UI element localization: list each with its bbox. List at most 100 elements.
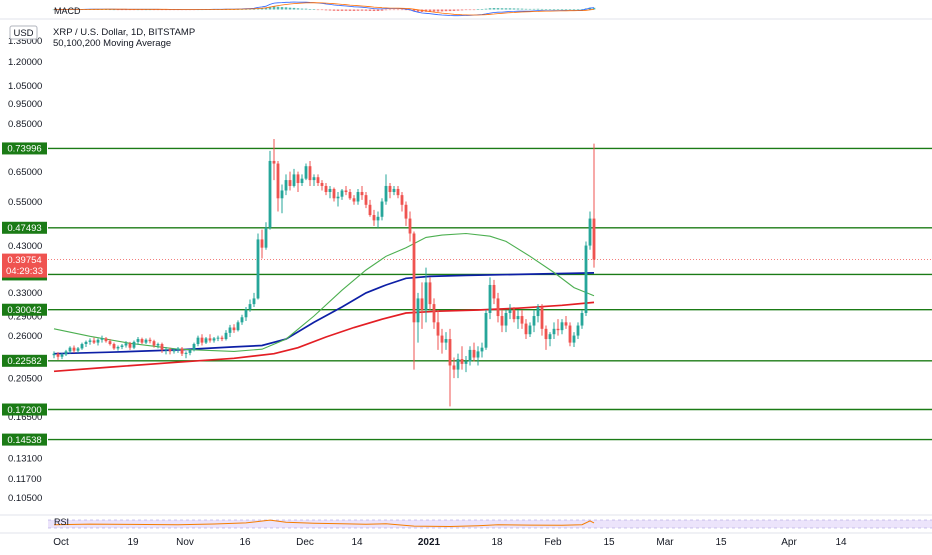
candle-2020-11-03[interactable] xyxy=(184,351,188,359)
candle-2021-01-12[interactable] xyxy=(464,355,468,373)
candle-2020-12-19[interactable] xyxy=(368,199,372,217)
candle-2020-10-10[interactable] xyxy=(88,338,92,345)
candle-2021-01-22[interactable] xyxy=(504,309,508,333)
candle-2020-11-22[interactable] xyxy=(260,229,264,259)
candle-2021-01-08[interactable] xyxy=(448,328,452,407)
candle-2020-10-07[interactable] xyxy=(76,346,80,353)
candle-2021-02-10[interactable] xyxy=(580,309,584,329)
candle-2020-10-17[interactable] xyxy=(116,345,120,351)
candle-2020-12-26[interactable] xyxy=(396,185,400,199)
candle-2021-01-02[interactable] xyxy=(424,267,428,323)
candle-2020-10-25[interactable] xyxy=(148,337,152,344)
candle-2021-01-10[interactable] xyxy=(456,353,460,379)
candle-2021-01-09[interactable] xyxy=(452,357,456,379)
candle-2021-01-24[interactable] xyxy=(512,307,516,323)
currency-button[interactable]: USD xyxy=(9,25,38,40)
candle-2020-12-02[interactable] xyxy=(300,174,304,186)
candle-2020-11-30[interactable] xyxy=(292,168,296,188)
candle-2020-10-22[interactable] xyxy=(136,336,140,345)
candle-2021-01-07[interactable] xyxy=(444,332,448,350)
candle-2020-10-06[interactable] xyxy=(72,345,76,353)
candle-2020-10-19[interactable] xyxy=(124,341,128,348)
candle-2020-12-08[interactable] xyxy=(324,182,328,196)
candle-2020-11-12[interactable] xyxy=(220,335,224,342)
candle-2021-01-25[interactable] xyxy=(516,309,520,329)
candle-2021-02-04[interactable] xyxy=(556,319,560,336)
candle-2020-12-16[interactable] xyxy=(356,188,360,205)
candle-2020-10-15[interactable] xyxy=(108,339,112,346)
candle-2020-10-04[interactable] xyxy=(64,349,68,356)
candle-2021-01-21[interactable] xyxy=(500,309,504,333)
candle-2020-10-29[interactable] xyxy=(164,346,168,355)
candle-2020-11-01[interactable] xyxy=(176,346,180,353)
rsi-line[interactable] xyxy=(53,519,595,528)
candle-2020-12-25[interactable] xyxy=(392,185,396,196)
candle-2020-10-08[interactable] xyxy=(80,342,84,350)
candle-2020-11-25[interactable] xyxy=(272,139,276,181)
candle-2020-11-28[interactable] xyxy=(284,174,288,196)
candle-2020-11-21[interactable] xyxy=(256,233,260,300)
candle-2020-11-05[interactable] xyxy=(192,342,196,352)
candle-2020-11-15[interactable] xyxy=(232,324,236,333)
candle-2020-12-27[interactable] xyxy=(400,192,404,212)
candle-2020-11-02[interactable] xyxy=(180,346,184,356)
candle-2021-02-13[interactable] xyxy=(592,143,596,268)
candle-2020-10-16[interactable] xyxy=(112,342,116,350)
candle-2020-12-20[interactable] xyxy=(372,209,376,226)
candle-2020-12-28[interactable] xyxy=(404,201,408,226)
candle-2020-11-10[interactable] xyxy=(212,336,216,343)
candle-2020-12-11[interactable] xyxy=(336,192,340,207)
candle-2020-10-24[interactable] xyxy=(144,338,148,345)
candle-2021-01-28[interactable] xyxy=(528,322,532,337)
candle-2020-12-17[interactable] xyxy=(360,185,364,200)
candle-2020-10-11[interactable] xyxy=(92,337,96,345)
candle-2021-01-27[interactable] xyxy=(524,319,528,340)
candle-2021-02-05[interactable] xyxy=(560,319,564,335)
candle-2021-01-29[interactable] xyxy=(532,309,536,333)
candle-2020-12-22[interactable] xyxy=(380,198,384,221)
candle-2020-11-14[interactable] xyxy=(228,324,232,337)
candle-2020-12-05[interactable] xyxy=(312,174,316,186)
candle-2020-11-07[interactable] xyxy=(200,334,204,346)
candle-2021-01-17[interactable] xyxy=(484,309,488,350)
candle-2021-01-18[interactable] xyxy=(488,277,492,320)
candle-2020-10-05[interactable] xyxy=(68,346,72,354)
candle-2021-02-06[interactable] xyxy=(564,316,568,329)
candle-2021-01-30[interactable] xyxy=(536,304,540,323)
candle-2020-12-01[interactable] xyxy=(296,171,300,193)
candle-2020-11-26[interactable] xyxy=(276,160,280,212)
candle-2021-01-03[interactable] xyxy=(428,277,432,310)
candle-2021-02-09[interactable] xyxy=(576,322,580,340)
candle-2021-02-02[interactable] xyxy=(548,332,552,347)
candle-2020-10-28[interactable] xyxy=(160,342,164,353)
candle-2021-02-11[interactable] xyxy=(584,241,588,317)
candle-2020-12-09[interactable] xyxy=(328,185,332,199)
candle-2020-11-20[interactable] xyxy=(252,292,256,308)
candle-2020-10-14[interactable] xyxy=(104,336,108,343)
candle-2020-12-13[interactable] xyxy=(344,185,348,196)
candle-2020-12-24[interactable] xyxy=(388,182,392,199)
candle-2020-11-19[interactable] xyxy=(248,299,252,312)
candle-2021-01-26[interactable] xyxy=(520,309,524,329)
candle-2021-01-04[interactable] xyxy=(432,298,436,329)
candle-2021-02-03[interactable] xyxy=(552,322,556,340)
candle-2020-12-04[interactable] xyxy=(308,160,312,186)
candle-2020-12-18[interactable] xyxy=(364,192,368,209)
candle-2020-12-29[interactable] xyxy=(408,211,412,242)
candle-2020-12-30[interactable] xyxy=(412,231,416,370)
candle-2020-11-08[interactable] xyxy=(204,336,208,345)
candle-2020-11-27[interactable] xyxy=(280,184,284,214)
candle-2021-01-13[interactable] xyxy=(468,346,472,366)
candle-2021-01-31[interactable] xyxy=(540,304,544,336)
candle-2020-11-17[interactable] xyxy=(240,314,244,325)
candle-2020-10-27[interactable] xyxy=(156,342,160,349)
candle-2020-10-09[interactable] xyxy=(84,340,88,347)
candle-2020-10-18[interactable] xyxy=(120,344,124,350)
candle-2020-11-16[interactable] xyxy=(236,320,240,332)
candle-2021-01-05[interactable] xyxy=(436,309,440,350)
candle-2020-12-14[interactable] xyxy=(348,188,352,200)
candle-2021-01-14[interactable] xyxy=(472,342,476,362)
ma200-line[interactable] xyxy=(53,301,595,373)
candle-2020-11-13[interactable] xyxy=(224,330,228,341)
